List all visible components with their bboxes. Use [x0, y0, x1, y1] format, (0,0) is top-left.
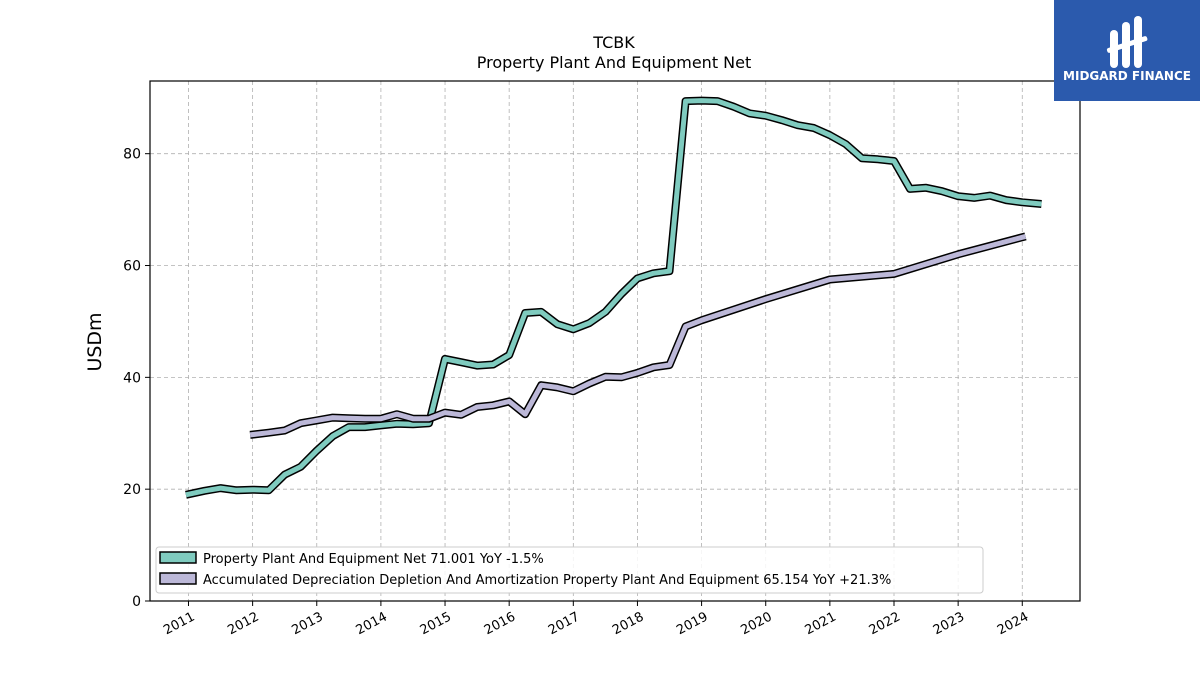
legend-swatch-ppe-net	[159, 551, 197, 564]
legend-swatch-accumulated-depreciation	[159, 572, 197, 585]
x-tick-label: 2024	[995, 610, 1031, 639]
x-tick-label: 2023	[931, 610, 967, 639]
x-tick-label: 2015	[418, 610, 454, 639]
y-tick-label: 40	[123, 370, 141, 386]
y-axis: 0 20 40 60 80	[123, 147, 150, 610]
grid	[150, 81, 1080, 601]
plot-frame	[149, 80, 1081, 602]
y-tick-label: 20	[123, 482, 141, 498]
x-tick-label: 2021	[803, 610, 839, 639]
x-axis: 2011 2012 2013 2014 2015 2016 2017 2018 2019 2020…	[161, 601, 1031, 638]
logo-mark-icon	[1106, 16, 1148, 68]
legend-label-accumulated-depreciation: Accumulated Depreciation Depletion And A…	[203, 573, 891, 588]
logo-text: MIDGARD FINANCE	[1063, 69, 1191, 83]
legend: Property Plant And Equipment Net 71.001 …	[155, 546, 984, 594]
series-outline-0	[185, 96, 1042, 499]
y-tick-label: 80	[123, 147, 141, 163]
brand-logo: MIDGARD FINANCE	[1054, 0, 1200, 101]
x-tick-label: 2017	[546, 610, 582, 639]
x-tick-label: 2022	[867, 610, 903, 639]
chart-subtitle: Property Plant And Equipment Net	[477, 53, 752, 72]
series-line-0	[185, 98, 1042, 498]
x-tick-label: 2014	[354, 610, 390, 639]
y-tick-label: 0	[132, 594, 141, 610]
x-tick-label: 2013	[289, 610, 325, 639]
x-tick-label: 2016	[482, 610, 518, 639]
legend-box	[155, 546, 984, 594]
legend-label-ppe-net: Property Plant And Equipment Net 71.001 …	[203, 552, 544, 567]
chart-title: TCBK	[592, 33, 635, 52]
y-axis-label: USDm	[84, 312, 106, 371]
series-lines	[185, 96, 1042, 499]
x-tick-label: 2011	[161, 610, 197, 639]
x-tick-label: 2019	[674, 610, 710, 639]
x-tick-label: 2012	[225, 610, 261, 639]
y-tick-label: 60	[123, 259, 141, 275]
series-line-1	[249, 233, 1027, 438]
x-tick-label: 2020	[738, 610, 774, 639]
x-tick-label: 2018	[610, 610, 646, 639]
